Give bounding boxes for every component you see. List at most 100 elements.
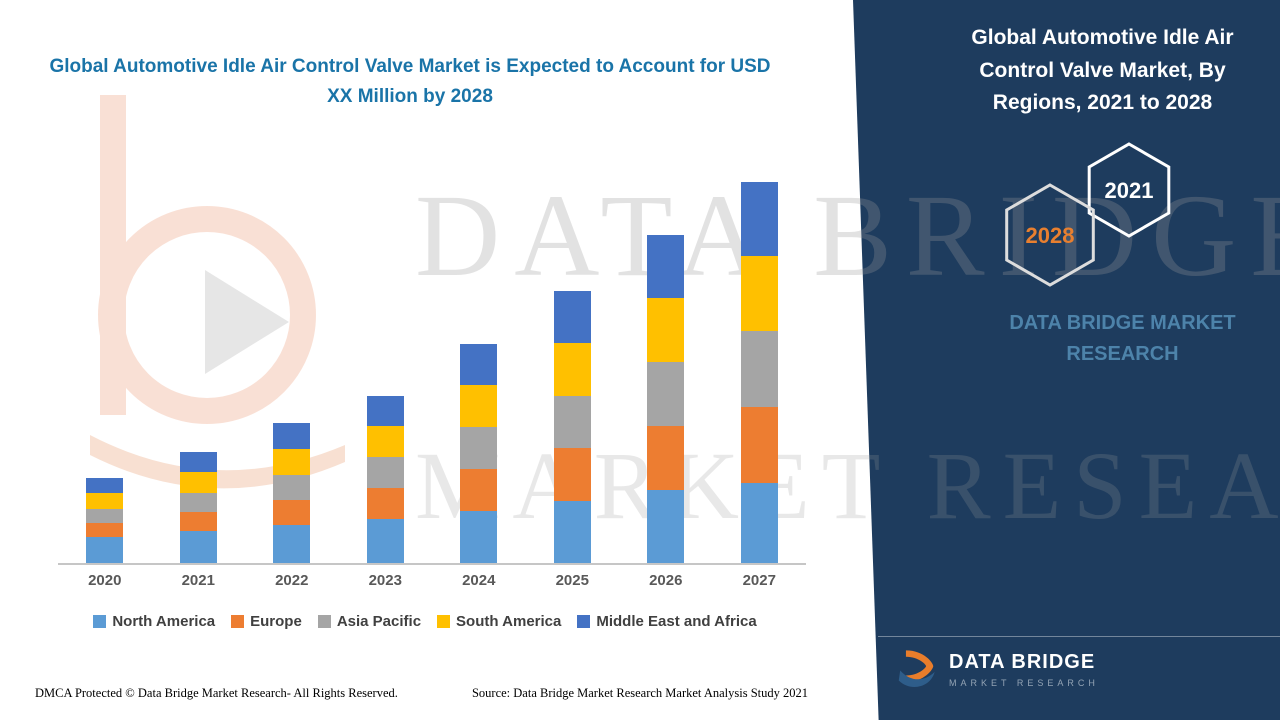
bar-segment (647, 235, 685, 298)
bar-column-2021 (152, 178, 246, 563)
legend-item: South America (437, 613, 561, 630)
bar-segment (647, 426, 685, 490)
dbmr-logo-mark (898, 650, 935, 687)
legend-item: Asia Pacific (317, 613, 422, 630)
bar-stack (273, 423, 311, 563)
bar-column-2020 (58, 178, 152, 563)
bar-column-2027 (713, 178, 807, 563)
bar-stack (86, 478, 124, 563)
bar-segment (740, 483, 778, 563)
bar-column-2023 (339, 178, 433, 563)
bar-segment (179, 493, 217, 512)
hexagon-2021-label: 2021 (1105, 178, 1154, 203)
bar-stack (647, 235, 685, 563)
bar-segment (740, 407, 778, 483)
hexagon-2028-label: 2028 (1026, 223, 1075, 248)
bar-segment (460, 427, 498, 469)
legend-item: North America (93, 613, 215, 630)
bar-segment (366, 396, 404, 426)
bar-segment (366, 519, 404, 563)
bar-segment (366, 426, 404, 457)
chart-title: Global Automotive Idle Air Control Valve… (49, 56, 771, 108)
dmca-notice: DMCA Protected © Data Bridge Market Rese… (35, 686, 398, 700)
bar-segment (86, 509, 124, 523)
x-axis-label: 2020 (88, 572, 122, 589)
bar-segment (366, 488, 404, 519)
bar-segment (86, 523, 124, 537)
legend-label: Middle East and Africa (596, 613, 757, 630)
bar-segment (647, 298, 685, 362)
x-axis-labels: 2020 2021 2022 2023 2024 2025 2026 2027 (58, 572, 806, 589)
hexagon-2028-shape (1005, 183, 1095, 287)
x-axis-label: 2024 (462, 572, 496, 589)
bar-segment (86, 537, 124, 563)
legend-label: North America (112, 613, 216, 630)
legend-swatch (93, 615, 107, 628)
bar-segment (273, 475, 311, 500)
bar-segment (273, 423, 311, 449)
bar-segment (553, 448, 591, 501)
bar-column-2026 (619, 178, 713, 563)
bar-segment (86, 493, 124, 509)
legend-swatch (317, 615, 331, 628)
footer-logo: DATA BRIDGE MARKET RESEARCH (893, 646, 1099, 692)
x-axis-label: 2023 (368, 572, 402, 589)
legend-label: Asia Pacific (336, 613, 422, 630)
hexagon-2021-shape (1087, 142, 1171, 238)
stacked-bar-chart (58, 178, 806, 565)
x-axis-label: 2022 (275, 572, 309, 589)
bar-segment (179, 512, 217, 531)
bar-segment (553, 343, 591, 396)
footer-logo-name: DATA BRIDGE (949, 650, 1096, 673)
legend-item: Europe (231, 613, 302, 630)
bar-stack (366, 396, 404, 563)
x-axis-label: 2025 (555, 572, 589, 589)
bar-column-2025 (526, 178, 620, 563)
legend-item: Middle East and Africa (577, 613, 757, 630)
legend-swatch (231, 615, 245, 628)
bar-segment (460, 511, 498, 563)
bar-segment (740, 182, 778, 256)
bar-segment (86, 478, 124, 493)
footer-logo-tagline: MARKET RESEARCH (949, 677, 1099, 688)
x-axis-label: 2021 (181, 572, 215, 589)
bar-stack (179, 452, 217, 563)
legend-label: Europe (250, 613, 302, 630)
bar-stack (553, 291, 591, 563)
panel-brand-text: DATA BRIDGE MARKET RESEARCH (1009, 312, 1236, 365)
bar-segment (553, 291, 591, 343)
bar-segment (179, 531, 217, 563)
panel-divider-line (878, 636, 1280, 637)
bar-segment (553, 501, 591, 563)
watermark-text-line1: DATA BRIDGE (415, 170, 1280, 301)
bar-segment (179, 452, 217, 472)
bar-column-2024 (432, 178, 526, 563)
x-axis-label: 2026 (649, 572, 683, 589)
bar-segment (647, 490, 685, 563)
bar-segment (273, 500, 311, 525)
bar-segment (460, 385, 498, 427)
legend-label: South America (456, 613, 562, 630)
bar-segment (460, 469, 498, 511)
panel-title: Global Automotive Idle Air Control Valve… (971, 26, 1234, 115)
year-hexagons: 2021 2028 (1005, 142, 1171, 287)
bar-stack (460, 344, 498, 563)
x-axis-label: 2027 (742, 572, 776, 589)
bar-segment (179, 472, 217, 493)
bar-segment (273, 525, 311, 563)
bar-segment (740, 256, 778, 331)
bar-segment (647, 362, 685, 426)
legend-swatch (577, 615, 591, 628)
legend-swatch (437, 615, 451, 628)
right-panel-background (853, 0, 1280, 720)
bar-segment (366, 457, 404, 488)
bar-segment (273, 449, 311, 475)
bar-segment (553, 396, 591, 448)
bar-stack (740, 182, 778, 563)
source-note: Source: Data Bridge Market Research Mark… (471, 686, 809, 700)
bar-column-2022 (245, 178, 339, 563)
chart-legend: North America Europe Asia Pacific South Ame… (20, 613, 830, 630)
bar-segment (740, 331, 778, 407)
bar-segment (460, 344, 498, 385)
